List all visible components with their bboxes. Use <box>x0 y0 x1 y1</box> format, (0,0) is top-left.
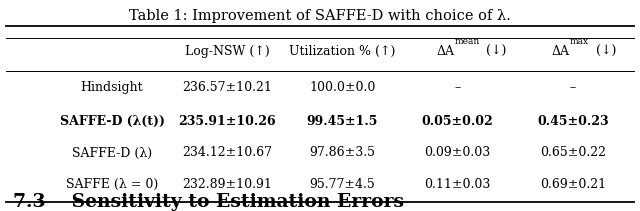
Text: –: – <box>570 81 576 94</box>
Text: SAFFE-D (λ(t)): SAFFE-D (λ(t)) <box>60 115 164 128</box>
Text: 0.69±0.21: 0.69±0.21 <box>540 178 606 191</box>
Text: 100.0±0.0: 100.0±0.0 <box>309 81 376 94</box>
Text: Utilization % (↑): Utilization % (↑) <box>289 45 396 58</box>
Text: 232.89±10.91: 232.89±10.91 <box>182 178 272 191</box>
Text: mean: mean <box>454 37 479 46</box>
Text: 0.09±0.03: 0.09±0.03 <box>424 146 491 160</box>
Text: 235.91±10.26: 235.91±10.26 <box>179 115 276 128</box>
Text: –: – <box>454 81 461 94</box>
Text: 0.05±0.02: 0.05±0.02 <box>422 115 493 128</box>
Text: max: max <box>570 37 589 46</box>
Text: SAFFE-D (λ): SAFFE-D (λ) <box>72 146 152 160</box>
Text: ΔA: ΔA <box>436 45 454 58</box>
Text: SAFFE (λ = 0): SAFFE (λ = 0) <box>66 178 158 191</box>
Text: Table 1: Improvement of SAFFE-D with choice of λ.: Table 1: Improvement of SAFFE-D with cho… <box>129 9 511 23</box>
Text: (↓): (↓) <box>592 45 616 58</box>
Text: 0.65±0.22: 0.65±0.22 <box>540 146 606 160</box>
Text: (↓): (↓) <box>482 45 506 58</box>
Text: Hindsight: Hindsight <box>81 81 143 94</box>
Text: 0.11±0.03: 0.11±0.03 <box>424 178 491 191</box>
Text: ΔA: ΔA <box>552 45 570 58</box>
Text: 97.86±3.5: 97.86±3.5 <box>309 146 376 160</box>
Text: 99.45±1.5: 99.45±1.5 <box>307 115 378 128</box>
Text: 0.45±0.23: 0.45±0.23 <box>537 115 609 128</box>
Text: 236.57±10.21: 236.57±10.21 <box>182 81 272 94</box>
Text: Log-NSW (↑): Log-NSW (↑) <box>185 45 269 58</box>
Text: 234.12±10.67: 234.12±10.67 <box>182 146 272 160</box>
Text: 7.3    Sensitivity to Estimation Errors: 7.3 Sensitivity to Estimation Errors <box>13 193 404 211</box>
Text: 95.77±4.5: 95.77±4.5 <box>310 178 375 191</box>
